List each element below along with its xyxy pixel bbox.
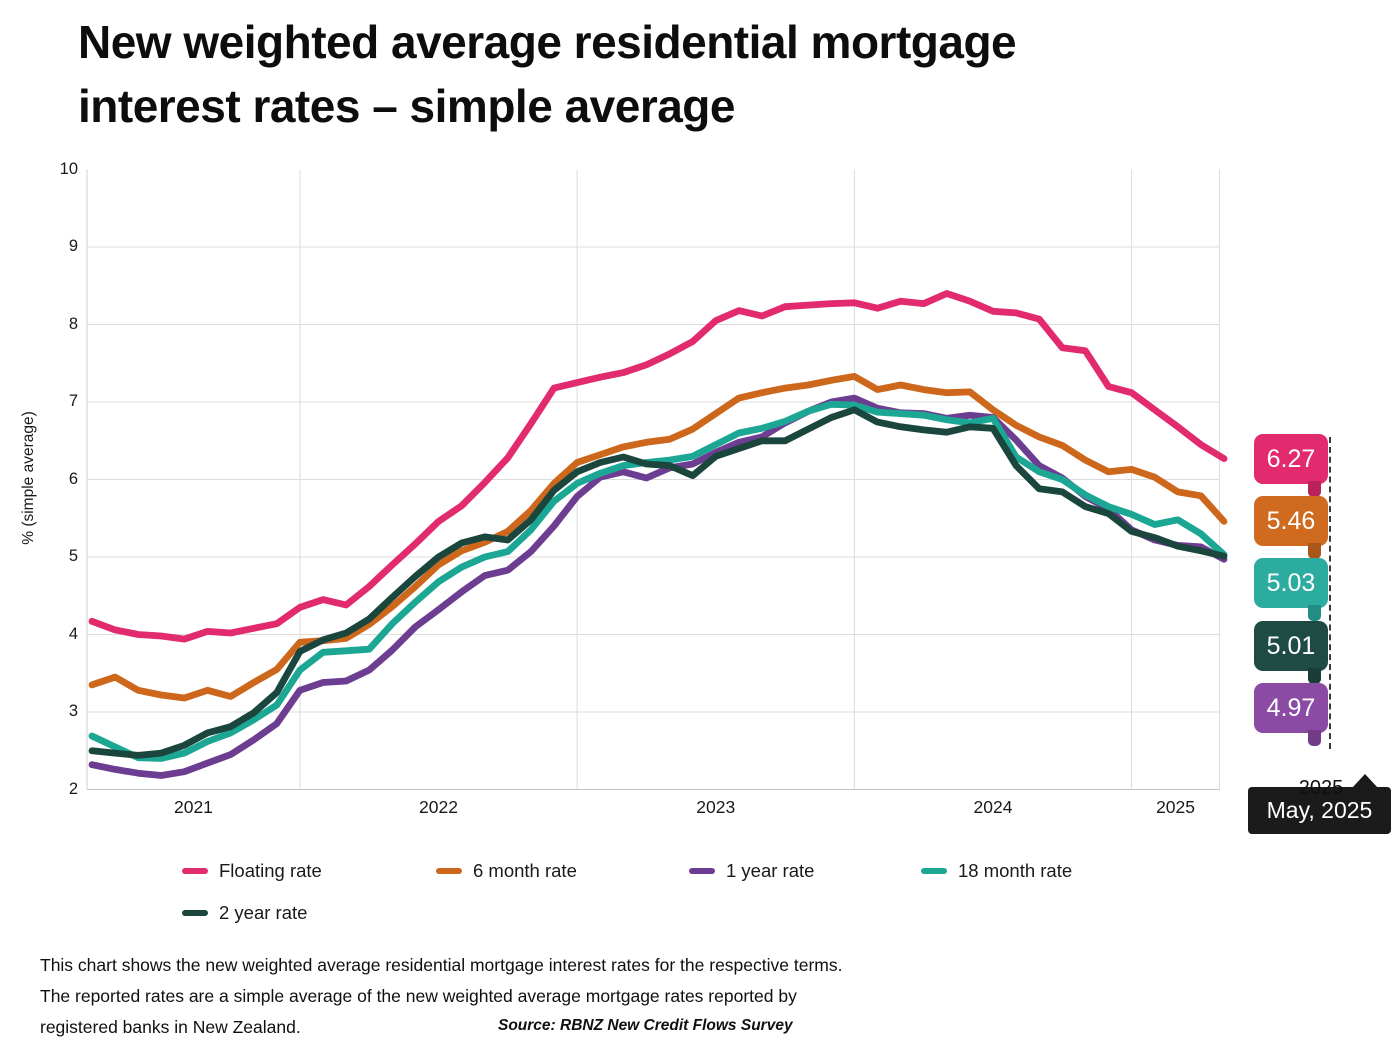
legend-item-floating-rate[interactable]: Floating rate <box>182 860 322 882</box>
chart-title-line2: interest rates – simple average <box>78 80 735 132</box>
tooltip-caret-icon <box>1352 774 1378 788</box>
chart-title: New weighted average residential mortgag… <box>78 10 1017 138</box>
latest-value-bubble-2-year: 5.01 <box>1254 621 1328 684</box>
legend-item-2-year-rate[interactable]: 2 year rate <box>182 902 307 924</box>
y-tick-label: 9 <box>68 237 78 255</box>
legend-item-1-year-rate[interactable]: 1 year rate <box>689 860 814 882</box>
hover-tooltip: May, 2025 <box>1248 774 1391 834</box>
latest-value-bubble-floating: 6.27 <box>1254 434 1328 497</box>
latest-value-2-year: 5.01 <box>1266 632 1316 660</box>
bubble-tail <box>1308 481 1321 497</box>
crosshair-axis-label: 2025 <box>1298 777 1344 799</box>
x-tick-label: 2021 <box>173 797 213 817</box>
x-tick-label: 2025 <box>1156 797 1195 817</box>
series-line-18-month-rate[interactable] <box>88 400 1228 762</box>
legend-label: 6 month rate <box>473 860 577 881</box>
y-tick-label: 4 <box>68 624 78 643</box>
2-year-rate-swatch-icon <box>182 910 208 916</box>
description-line2: The reported rates are a simple average … <box>40 986 797 1006</box>
chart-description: This chart shows the new weighted averag… <box>40 950 1140 1043</box>
legend-label: 18 month rate <box>958 860 1073 881</box>
y-tick-label: 5 <box>68 547 78 565</box>
x-tick-label: 2024 <box>973 797 1013 817</box>
bubble-tail <box>1308 605 1321 621</box>
latest-value-bubble-6-month: 5.46 <box>1254 496 1328 559</box>
y-tick-label: 7 <box>68 392 78 410</box>
latest-value-1-year: 4.97 <box>1266 694 1316 722</box>
bubble-tail <box>1308 668 1321 684</box>
latest-value-6-month: 5.46 <box>1266 507 1316 535</box>
legend: Floating rate 6 month rate 1 year rate 1… <box>0 856 1394 942</box>
description-line3: registered banks in New Zealand. <box>40 1017 301 1037</box>
y-tick-label: 6 <box>68 469 78 488</box>
bubble-tail <box>1308 730 1321 746</box>
legend-label: 1 year rate <box>726 860 815 881</box>
legend-label: Floating rate <box>219 860 322 881</box>
legend-label: 2 year rate <box>219 902 308 923</box>
y-tick-label: 2 <box>68 779 78 798</box>
latest-value-bubble-1-year: 4.97 <box>1254 683 1328 746</box>
x-tick-label: 2022 <box>419 797 458 817</box>
description-line1: This chart shows the new weighted averag… <box>40 955 843 975</box>
x-tick-label: 2023 <box>696 797 736 817</box>
latest-value-18-month: 5.03 <box>1266 569 1316 597</box>
latest-value-bubble-18-month: 5.03 <box>1254 558 1328 621</box>
mortgage-rates-line-chart[interactable]: % (simple average) 10 9 8 7 6 5 4 3 2 2021 2022 20… <box>0 0 1394 840</box>
latest-value-floating: 6.27 <box>1266 445 1316 473</box>
y-tick-label: 8 <box>68 314 78 333</box>
series-line-2-year-rate[interactable] <box>88 406 1228 759</box>
legend-item-6-month-rate[interactable]: 6 month rate <box>436 860 577 882</box>
tooltip-date: May, 2025 <box>1266 797 1373 823</box>
crosshair-dashed-line <box>1329 437 1331 749</box>
6-month-rate-swatch-icon <box>436 868 462 874</box>
y-tick-label: 10 <box>59 159 78 178</box>
series-line-1-year-rate[interactable] <box>88 394 1228 779</box>
floating-rate-swatch-icon <box>182 868 208 874</box>
series-line-floating-rate[interactable] <box>88 290 1228 643</box>
legend-item-18-month-rate[interactable]: 18 month rate <box>921 860 1072 882</box>
y-tick-label: 3 <box>68 702 78 720</box>
plot-canvas[interactable] <box>0 0 1394 840</box>
source-note: Source: RBNZ New Credit Flows Survey <box>498 1017 793 1034</box>
chart-title-line1: New weighted average residential mortgag… <box>78 16 1017 68</box>
bubble-tail <box>1308 543 1321 559</box>
series-line-6-month-rate[interactable] <box>88 372 1228 702</box>
1-year-rate-swatch-icon <box>689 868 715 874</box>
18-month-rate-swatch-icon <box>921 868 947 874</box>
